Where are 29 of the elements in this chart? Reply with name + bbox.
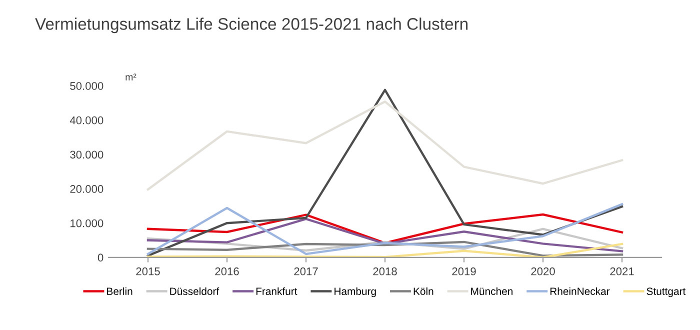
legend-label: München — [471, 287, 512, 296]
line-series — [146, 100, 624, 191]
chart-title: Vermietungsumsatz Life Science 2015-2021 nach Clustern — [35, 18, 468, 34]
legend-label: Köln — [414, 287, 434, 296]
y-tick-label: 40.000 — [70, 116, 104, 124]
y-tick-label: 50.000 — [70, 82, 104, 90]
line-series — [146, 213, 624, 244]
y-tick-label: 20.000 — [70, 185, 104, 193]
line-series — [146, 228, 624, 252]
line-series — [146, 88, 624, 257]
legend-label: Hamburg — [334, 287, 376, 298]
y-tick-label: 30.000 — [70, 150, 104, 159]
y-axis-title: m² — [126, 74, 136, 80]
x-tick-label: 2019 — [452, 267, 476, 276]
x-tick-label: 2020 — [531, 267, 555, 276]
y-tick-label: 0 — [98, 254, 104, 262]
line-series — [146, 203, 624, 256]
legend-label: Frankfurt — [256, 287, 298, 296]
legend-label: Berlin — [107, 287, 132, 296]
legend-label: RheinNeckar — [550, 287, 610, 296]
legend-label: Stuttgart — [646, 288, 686, 298]
line-series — [146, 218, 624, 252]
x-tick-label: 2021 — [610, 267, 634, 276]
x-tick-label: 2016 — [215, 267, 239, 276]
x-tick-label: 2018 — [373, 267, 397, 276]
legend-label: Düsseldorf — [170, 287, 220, 296]
x-tick-label: 2015 — [136, 267, 160, 276]
x-tick-label: 2017 — [294, 267, 318, 276]
y-tick-label: 10.000 — [70, 219, 104, 228]
